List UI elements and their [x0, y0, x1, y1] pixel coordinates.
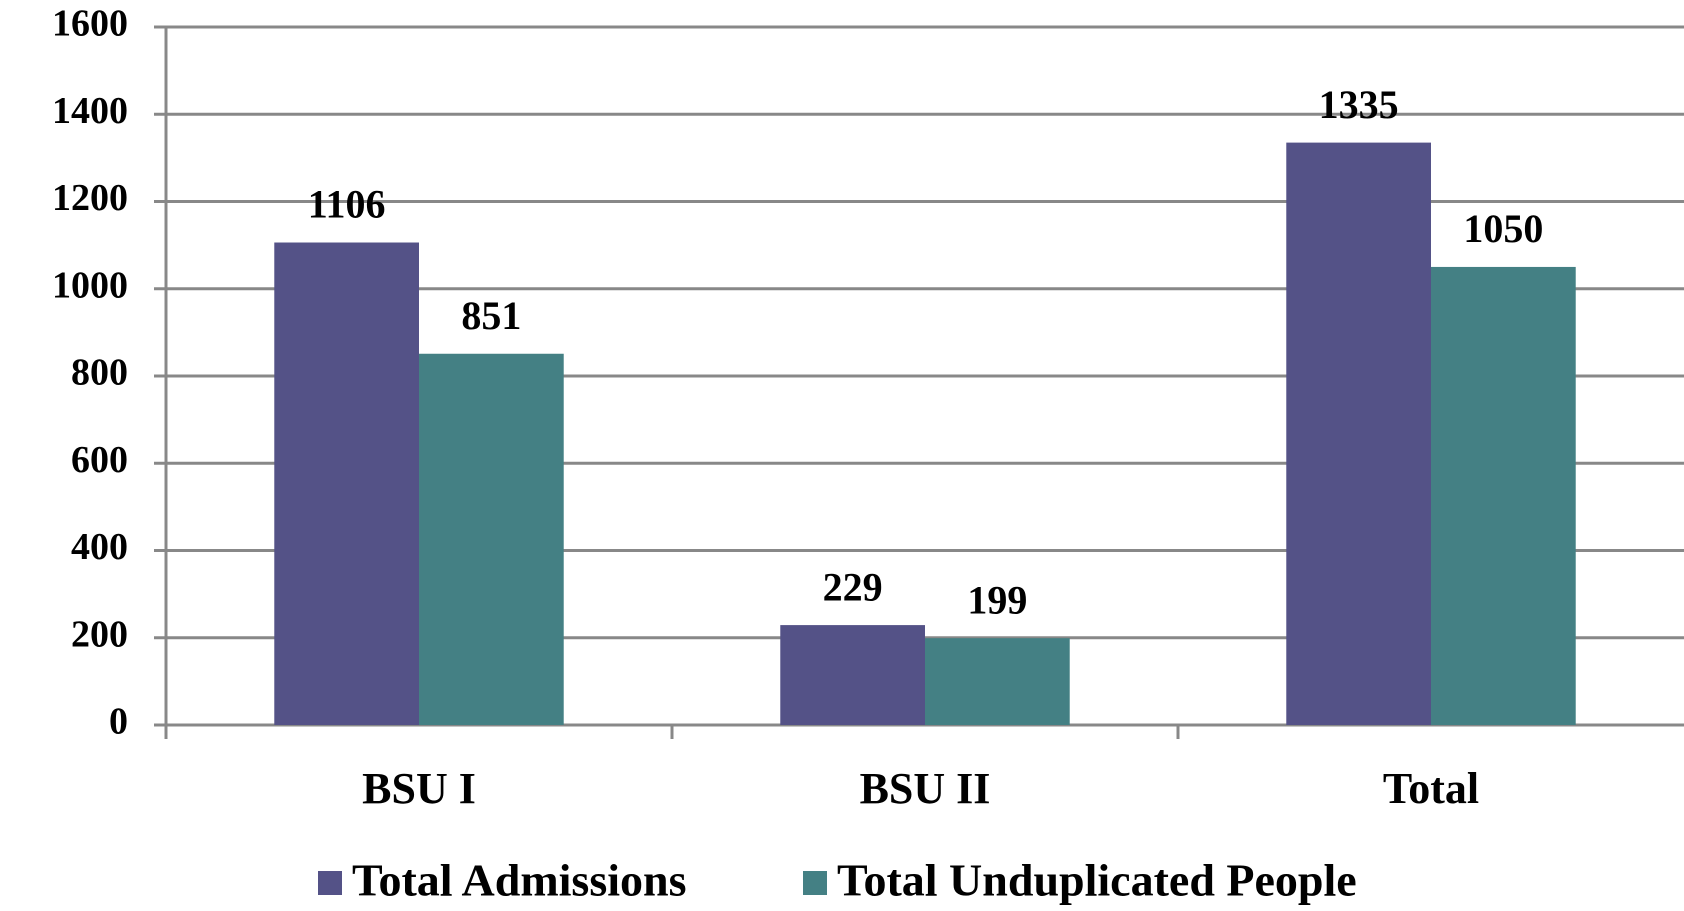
legend-label: Total Admissions	[352, 855, 687, 906]
bar	[1286, 142, 1431, 725]
x-tick-label: Total	[1383, 764, 1479, 813]
bar	[925, 638, 1070, 725]
data-label: 1335	[1319, 82, 1399, 127]
legend-label: Total Unduplicated People	[837, 855, 1357, 906]
bar	[419, 353, 564, 725]
y-tick-label: 1600	[52, 3, 128, 45]
data-label: 199	[967, 577, 1027, 622]
y-tick-label: 1000	[52, 264, 128, 306]
y-tick-label: 200	[71, 613, 128, 655]
y-tick-label: 800	[71, 352, 128, 394]
x-tick-label: BSU II	[860, 764, 991, 813]
data-label: 1106	[308, 182, 386, 227]
legend-swatch	[803, 871, 827, 895]
data-label: 1050	[1463, 206, 1543, 251]
data-label: 229	[823, 564, 883, 609]
y-tick-label: 400	[71, 526, 128, 568]
bar	[780, 625, 925, 725]
y-tick-label: 1200	[52, 177, 128, 219]
y-tick-label: 1400	[52, 90, 128, 132]
x-tick-label: BSU I	[362, 764, 476, 813]
legend-swatch	[318, 871, 342, 895]
y-tick-label: 0	[109, 701, 128, 743]
data-label: 851	[461, 293, 521, 338]
bar	[274, 242, 419, 725]
bar	[1431, 266, 1576, 725]
y-tick-label: 600	[71, 439, 128, 481]
